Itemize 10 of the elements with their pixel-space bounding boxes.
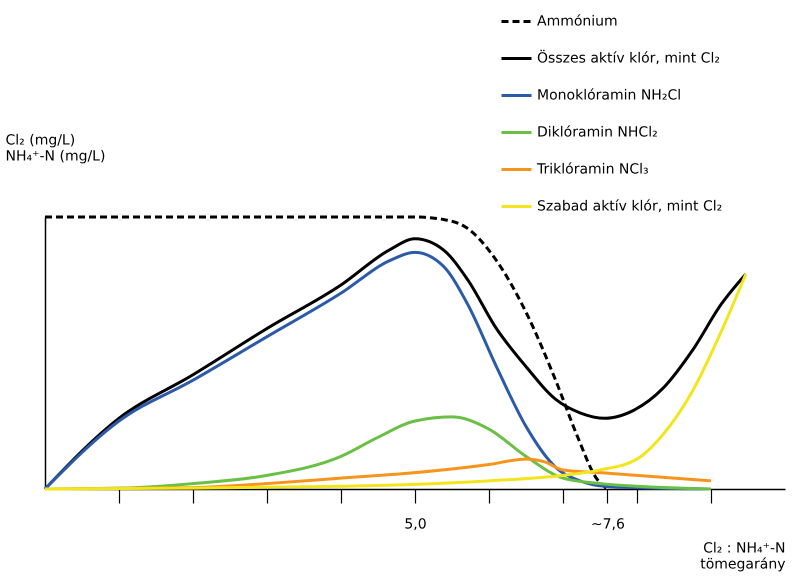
legend-label: Szabad aktív klór, mint Cl₂ — [537, 198, 722, 214]
x-axis-title: Cl₂ : NH₄⁺-N tömegarány — [700, 540, 786, 572]
x-tick-label: 5,0 — [404, 516, 427, 532]
legend-label: Összes aktív klór, mint Cl₂ — [537, 50, 720, 66]
legend-label: Monoklóramin NH₂Cl — [537, 88, 682, 104]
y-axis-title: Cl₂ (mg/L) NH₄⁺-N (mg/L) — [6, 132, 106, 164]
legend-label: Diklóramin NHCl₂ — [537, 124, 658, 140]
x-tick-label: ~7,6 — [590, 516, 625, 532]
legend-label: Triklóramin NCl₃ — [536, 162, 649, 178]
legend-label: Ammónium — [537, 14, 618, 30]
